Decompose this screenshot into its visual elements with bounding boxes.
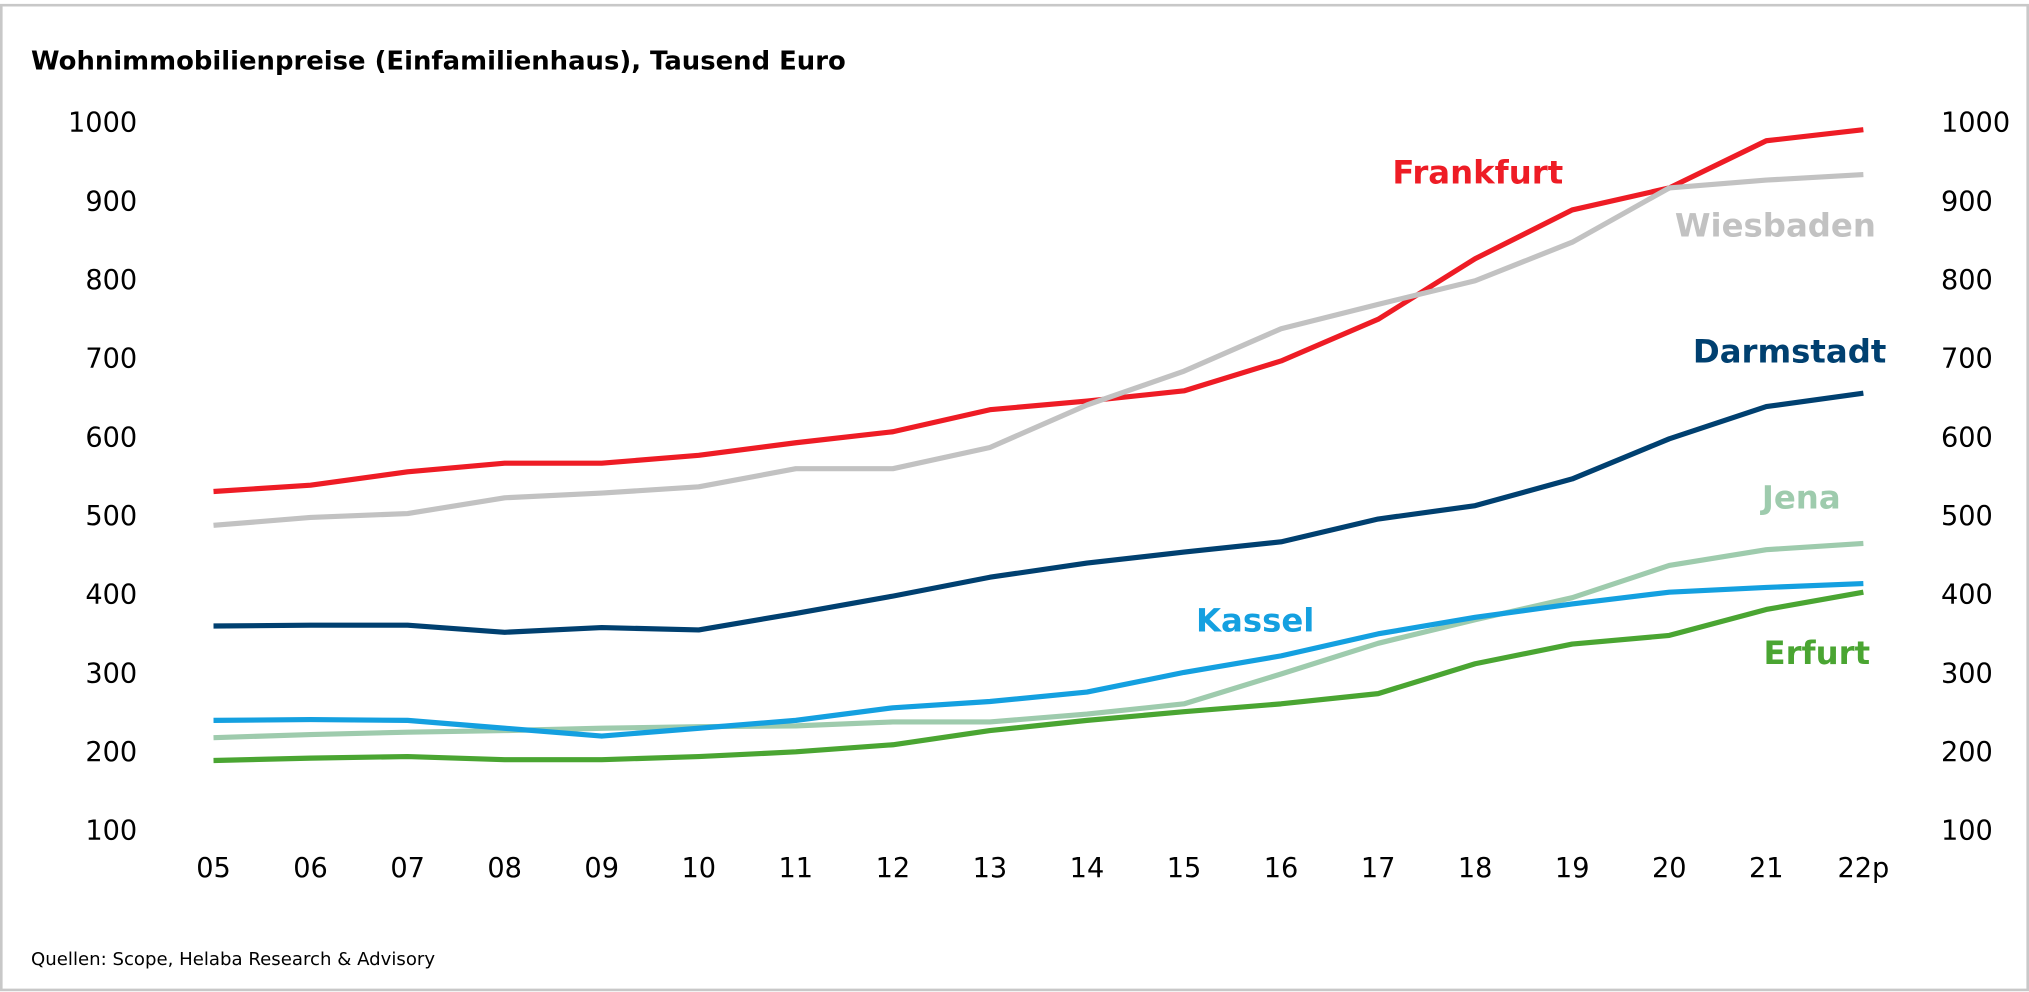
x-tick-label: 16 xyxy=(1264,853,1299,884)
y2-tick-label: 500 xyxy=(1941,501,1993,532)
y2-tick-label: 400 xyxy=(1941,580,1993,611)
y2-tick-label: 1000 xyxy=(1941,108,2010,139)
y2-tick-label: 200 xyxy=(1941,737,1993,768)
x-tick-label: 05 xyxy=(196,853,231,884)
y2-tick-label: 700 xyxy=(1941,344,1993,375)
series-label: Kassel xyxy=(1196,601,1314,639)
y-tick-label: 600 xyxy=(85,422,137,453)
frame xyxy=(0,3,2029,992)
y2-tick-label: 600 xyxy=(1941,422,1993,453)
x-tick-label: 18 xyxy=(1458,853,1493,884)
x-tick-label: 19 xyxy=(1555,853,1590,884)
x-tick-label: 11 xyxy=(779,853,814,884)
x-tick-label: 21 xyxy=(1749,853,1784,884)
y-tick-label: 100 xyxy=(85,816,137,847)
y-tick-label: 400 xyxy=(85,580,137,611)
series-line xyxy=(213,171,1864,528)
series-label: Darmstadt xyxy=(1693,332,1886,370)
series-label: Jena xyxy=(1760,478,1841,516)
source-note: Quellen: Scope, Helaba Research & Adviso… xyxy=(31,949,435,970)
series-line xyxy=(213,540,1864,741)
x-tick-label: 06 xyxy=(293,853,328,884)
y-tick-label: 800 xyxy=(85,265,137,296)
y2-tick-label: 900 xyxy=(1941,186,1993,217)
x-tick-label: 17 xyxy=(1361,853,1396,884)
x-tick-label: 12 xyxy=(876,853,911,884)
series-line xyxy=(213,390,1864,635)
series-line xyxy=(213,589,1864,764)
x-tick-label: 13 xyxy=(973,853,1008,884)
x-tick-label: 22p xyxy=(1837,853,1889,884)
series-line xyxy=(213,580,1864,739)
y2-tick-label: 100 xyxy=(1941,816,1993,847)
chart-title: Wohnimmobilienpreise (Einfamilienhaus), … xyxy=(31,47,846,77)
series-label: Erfurt xyxy=(1764,634,1871,672)
y-tick-label: 300 xyxy=(85,658,137,689)
series-label: Wiesbaden xyxy=(1675,207,1876,245)
x-tick-label: 07 xyxy=(390,853,425,884)
y-tick-label: 900 xyxy=(85,186,137,217)
y-tick-label: 200 xyxy=(85,737,137,768)
x-tick-label: 14 xyxy=(1070,853,1105,884)
series-line xyxy=(213,127,1864,495)
y-tick-label: 500 xyxy=(85,501,137,532)
y2-tick-label: 800 xyxy=(1941,265,1993,296)
y-tick-label: 700 xyxy=(85,344,137,375)
y2-tick-label: 300 xyxy=(1941,658,1993,689)
x-tick-label: 15 xyxy=(1167,853,1202,884)
series-label: Frankfurt xyxy=(1392,154,1563,192)
x-tick-label: 20 xyxy=(1652,853,1687,884)
y-tick-label: 1000 xyxy=(68,108,137,139)
x-tick-label: 10 xyxy=(681,853,716,884)
x-tick-label: 09 xyxy=(584,853,619,884)
x-tick-label: 08 xyxy=(487,853,522,884)
